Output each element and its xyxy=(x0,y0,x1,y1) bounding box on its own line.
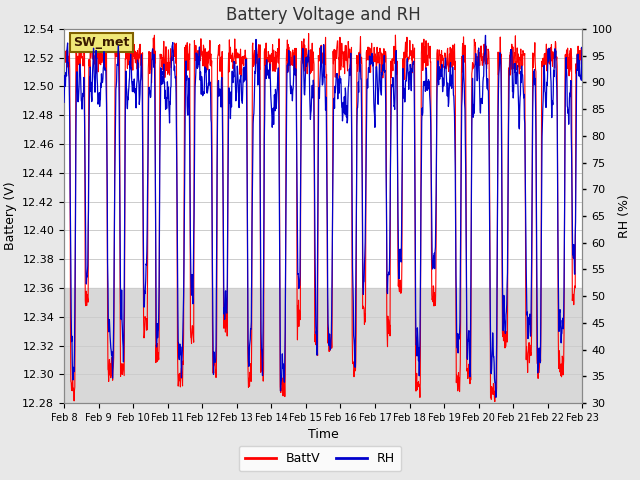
Y-axis label: Battery (V): Battery (V) xyxy=(4,182,17,250)
Legend: BattV, RH: BattV, RH xyxy=(239,446,401,471)
Title: Battery Voltage and RH: Battery Voltage and RH xyxy=(226,6,420,24)
X-axis label: Time: Time xyxy=(308,429,339,442)
Bar xyxy=(64,288,582,403)
Y-axis label: RH (%): RH (%) xyxy=(618,194,631,238)
Text: SW_met: SW_met xyxy=(74,36,130,48)
